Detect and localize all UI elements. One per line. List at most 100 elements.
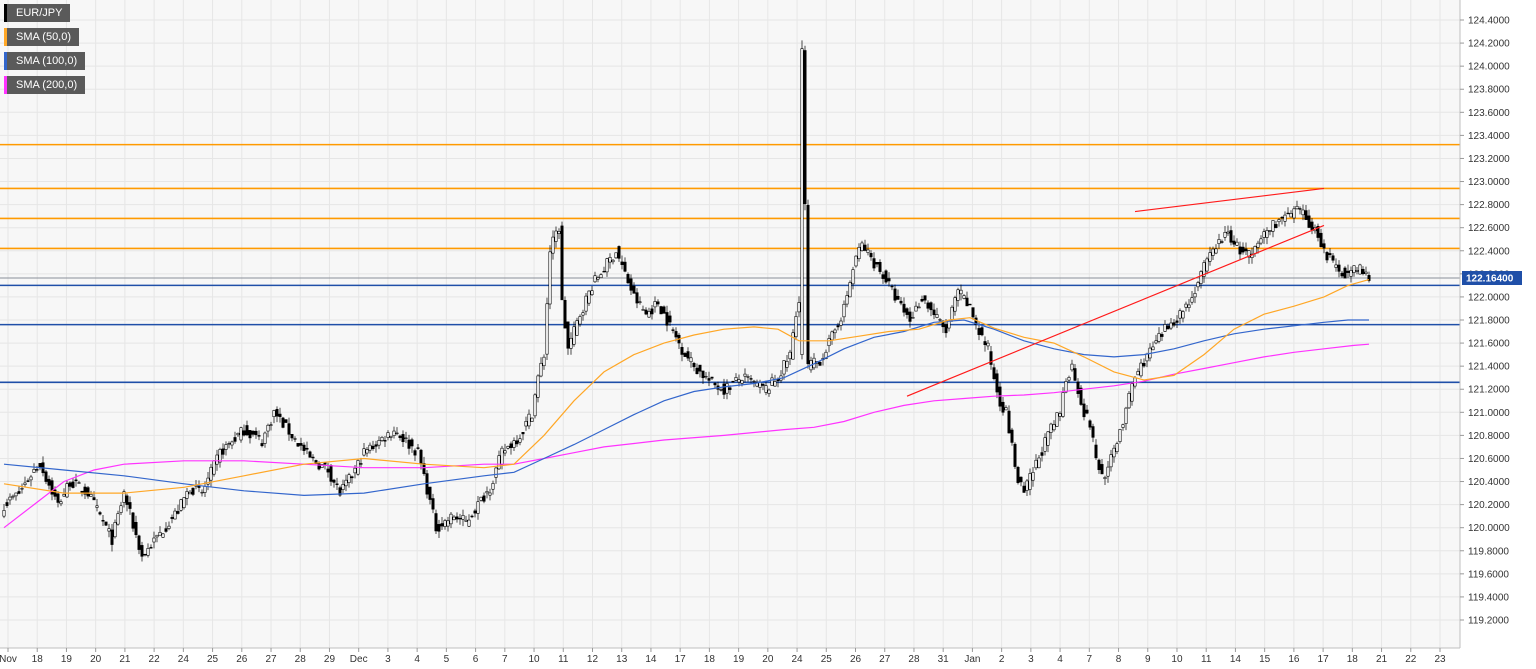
- candle: [797, 296, 801, 318]
- bear-candle-body: [1331, 255, 1335, 261]
- candle: [56, 491, 60, 508]
- bull-candle-body: [1334, 264, 1338, 268]
- candle: [1268, 230, 1272, 236]
- bull-candle-body: [239, 427, 243, 441]
- bull-candle-body: [185, 491, 189, 499]
- bear-candle-body: [560, 225, 564, 301]
- sma-50-line: [3, 279, 1370, 494]
- legend-item-sma200[interactable]: SMA (200,0): [4, 76, 86, 94]
- candle: [683, 351, 687, 357]
- candle: [209, 463, 213, 487]
- candle: [1283, 211, 1287, 227]
- candle: [146, 543, 150, 558]
- candle: [173, 508, 177, 520]
- bull-candle-body: [791, 332, 795, 360]
- bear-candle-body: [305, 447, 309, 450]
- y-tick-label: 123.4000: [1468, 131, 1510, 142]
- x-tick-label: 9: [1145, 654, 1151, 665]
- candle: [1259, 235, 1263, 246]
- candle: [164, 522, 168, 533]
- candle: [398, 434, 402, 441]
- x-tick-label: 18: [704, 654, 716, 665]
- bull-candle-body: [536, 375, 540, 398]
- candle: [446, 516, 450, 532]
- bear-candle-body: [509, 443, 513, 448]
- candle: [239, 426, 243, 443]
- candle: [1106, 461, 1110, 483]
- candle: [827, 334, 831, 353]
- candle: [674, 327, 678, 342]
- candle: [656, 299, 660, 307]
- bear-candle-body: [1241, 246, 1245, 253]
- bull-candle-body: [266, 424, 270, 432]
- x-tick-label: 26: [850, 654, 862, 665]
- bull-candle-body: [725, 383, 729, 394]
- candle: [1061, 387, 1065, 418]
- bull-candle-body: [1259, 238, 1263, 244]
- candle: [866, 243, 870, 256]
- candle: [806, 199, 810, 369]
- candle: [572, 321, 576, 347]
- candle: [404, 431, 408, 444]
- bear-candle-body: [1220, 241, 1224, 243]
- x-tick-label: 21: [119, 654, 131, 665]
- candle: [242, 424, 246, 437]
- bull-candle-body: [224, 444, 228, 450]
- bull-candle-body: [1235, 241, 1239, 246]
- bear-candle-body: [101, 519, 105, 522]
- candle: [311, 454, 315, 462]
- legend-item-sma100[interactable]: SMA (100,0): [4, 52, 86, 70]
- candle: [5, 498, 9, 508]
- candle: [260, 439, 264, 448]
- bull-candle-body: [1037, 457, 1041, 469]
- candle: [695, 363, 699, 375]
- bull-candle-body: [611, 259, 615, 263]
- candle: [1160, 332, 1164, 341]
- candle: [17, 485, 21, 495]
- bear-candle-body: [932, 309, 936, 316]
- candle: [290, 434, 294, 442]
- candle: [1226, 225, 1230, 236]
- candle: [362, 442, 366, 457]
- candle: [491, 480, 495, 495]
- candle: [602, 266, 606, 273]
- bull-candle-body: [1202, 262, 1206, 277]
- candle: [803, 45, 807, 211]
- candle: [185, 488, 189, 506]
- bear-candle-body: [728, 387, 732, 390]
- bull-candle-body: [362, 448, 366, 456]
- bull-candle-body: [122, 491, 126, 503]
- legend-item-sma50[interactable]: SMA (50,0): [4, 28, 80, 46]
- candle: [506, 445, 510, 450]
- bear-candle-body: [671, 329, 675, 331]
- bear-candle-body: [644, 309, 648, 315]
- candle: [530, 417, 534, 422]
- bull-candle-body: [1187, 304, 1191, 308]
- bear-candle-body: [56, 493, 60, 503]
- candle: [1280, 216, 1284, 225]
- x-tick-label: 27: [879, 654, 891, 665]
- bull-candle-body: [797, 302, 801, 313]
- bull-candle-body: [614, 252, 618, 259]
- bull-candle-body: [1208, 252, 1212, 262]
- x-tick-label: 22: [149, 654, 161, 665]
- y-tick-label: 119.4000: [1468, 592, 1509, 603]
- bull-candle-body: [20, 488, 24, 490]
- x-tick-label: 17: [1318, 654, 1330, 665]
- bull-candle-body: [506, 446, 510, 449]
- bull-candle-body: [689, 357, 693, 363]
- bear-candle-body: [329, 465, 333, 482]
- candle: [524, 416, 528, 431]
- bear-candle-body: [521, 432, 525, 435]
- candle: [839, 317, 843, 331]
- candle: [470, 514, 474, 519]
- bull-candle-body: [953, 297, 957, 312]
- bear-candle-body: [296, 443, 300, 447]
- candle: [899, 296, 903, 306]
- legend-item-eurjpy[interactable]: EUR/JPY: [4, 4, 71, 22]
- candle: [566, 321, 570, 355]
- candle: [14, 492, 18, 501]
- bear-candle-body: [905, 308, 909, 315]
- candle: [1349, 266, 1353, 283]
